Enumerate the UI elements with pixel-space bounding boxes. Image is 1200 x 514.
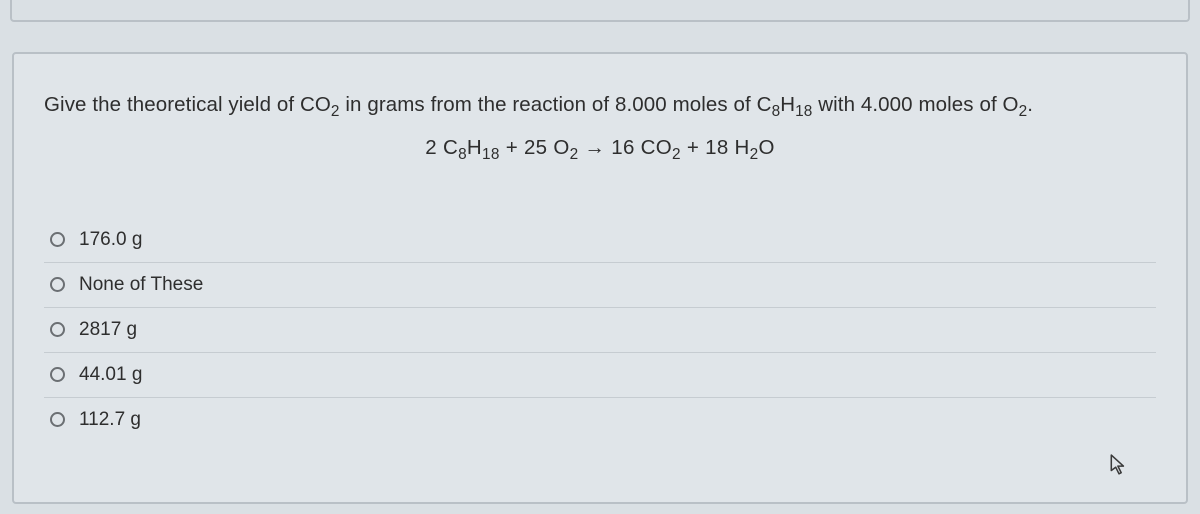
radio-icon[interactable] [50, 232, 65, 247]
option-label: 176.0 g [79, 229, 142, 251]
question-prompt: Give the theoretical yield of CO2 in gra… [44, 90, 1156, 120]
option-label: None of These [79, 274, 203, 296]
chemical-equation: 2 C8H18 + 25 O2 → 16 CO2 + 18 H2O [44, 136, 1156, 160]
radio-icon[interactable] [50, 277, 65, 292]
option-label: 2817 g [79, 319, 137, 341]
cursor-icon [1110, 454, 1128, 476]
options-list: 176.0 g None of These 2817 g 44.01 g 112… [44, 218, 1156, 442]
option-row[interactable]: 2817 g [44, 308, 1156, 353]
radio-icon[interactable] [50, 367, 65, 382]
radio-icon[interactable] [50, 412, 65, 427]
option-row[interactable]: 44.01 g [44, 353, 1156, 398]
option-label: 44.01 g [79, 364, 142, 386]
question-card: Give the theoretical yield of CO2 in gra… [12, 52, 1188, 504]
option-label: 112.7 g [79, 409, 141, 431]
option-row[interactable]: 176.0 g [44, 218, 1156, 263]
option-row[interactable]: None of These [44, 263, 1156, 308]
previous-question-frame [10, 0, 1190, 22]
radio-icon[interactable] [50, 322, 65, 337]
option-row[interactable]: 112.7 g [44, 398, 1156, 442]
